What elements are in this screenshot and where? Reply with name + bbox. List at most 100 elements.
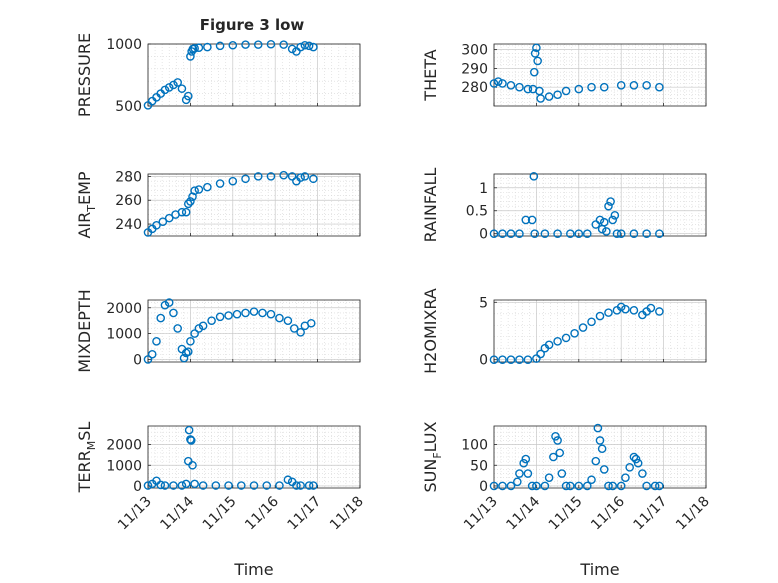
data-point	[186, 337, 195, 346]
data-point	[604, 201, 613, 211]
data-point	[183, 199, 193, 209]
data-point	[544, 340, 554, 350]
data-point	[523, 84, 533, 94]
data-point	[207, 316, 216, 325]
data-point	[506, 229, 516, 239]
data-point	[602, 227, 611, 236]
y-tick-label: 50	[470, 458, 488, 474]
data-point	[631, 454, 641, 464]
y-tick-label: 0	[479, 227, 488, 243]
data-point	[203, 182, 212, 192]
data-point	[241, 40, 250, 49]
data-point	[655, 307, 664, 316]
data-point	[262, 481, 272, 490]
y-tick-label: 280	[115, 169, 142, 185]
data-point	[650, 481, 660, 491]
axes-box	[493, 43, 707, 107]
data-point	[156, 313, 166, 323]
data-point	[143, 101, 153, 110]
data-point	[306, 318, 316, 328]
data-point	[300, 172, 310, 181]
y-tick-label: 0	[133, 479, 142, 495]
y-tick-label: 0	[479, 479, 488, 495]
data-point	[190, 186, 199, 195]
data-point	[553, 90, 562, 100]
y-tick-label: 280	[461, 80, 488, 96]
data-point	[156, 480, 166, 490]
x-tick-label: 11/17	[631, 494, 671, 534]
data-point	[655, 229, 664, 239]
y-tick-label: 100	[461, 438, 488, 454]
data-point	[309, 42, 318, 52]
data-point	[190, 44, 199, 53]
x-tick-label: 11/15	[546, 494, 586, 534]
data-point	[629, 306, 639, 315]
y-tick-label: 2000	[106, 438, 142, 454]
data-point	[296, 42, 305, 52]
data-point	[177, 481, 187, 490]
data-point	[194, 324, 204, 333]
data-point	[515, 469, 524, 478]
data-point	[283, 316, 293, 325]
data-point	[561, 86, 571, 96]
data-point	[287, 44, 297, 54]
data-point	[566, 229, 575, 239]
data-point	[532, 43, 541, 53]
data-point	[574, 481, 584, 491]
data-point	[279, 170, 288, 180]
data-point	[591, 220, 601, 229]
data-point	[561, 333, 571, 343]
data-point	[249, 307, 259, 316]
data-point	[591, 456, 601, 466]
data-point	[533, 56, 542, 66]
data-point	[536, 349, 545, 359]
data-point	[275, 313, 284, 323]
data-point	[498, 79, 507, 88]
data-point	[604, 308, 613, 317]
data-point	[544, 473, 554, 482]
data-point	[147, 349, 157, 359]
data-point	[160, 300, 170, 310]
data-point	[266, 172, 276, 181]
data-point	[309, 481, 318, 490]
data-point	[296, 481, 305, 490]
data-point	[186, 52, 195, 61]
data-point	[610, 211, 620, 220]
data-point	[606, 197, 615, 206]
data-point	[489, 79, 499, 88]
y-tick-label: 1000	[106, 458, 142, 474]
data-point	[616, 481, 626, 491]
data-point	[551, 432, 560, 441]
data-point	[638, 469, 647, 478]
data-point	[633, 458, 643, 468]
subplot-4: 0 0.5 1 RAINFALL	[421, 168, 707, 243]
data-point	[152, 220, 161, 230]
data-point	[574, 84, 584, 94]
data-point	[296, 173, 305, 182]
y-tick-label: 5	[479, 295, 488, 311]
y-tick-label: 290	[461, 61, 488, 77]
data-point	[530, 49, 540, 58]
data-point	[574, 229, 584, 239]
data-point	[152, 337, 161, 346]
data-point	[540, 481, 550, 491]
data-point	[587, 82, 596, 92]
data-point	[555, 448, 565, 458]
x-tick-label: 11/16	[588, 493, 628, 533]
data-point	[523, 355, 533, 365]
data-point	[655, 82, 664, 92]
data-point	[515, 229, 524, 239]
data-point	[529, 171, 539, 181]
data-point	[184, 425, 194, 435]
y-axis-label: PRESSURE	[75, 33, 94, 117]
data-point	[275, 481, 284, 490]
data-point	[188, 460, 197, 470]
data-point	[521, 454, 531, 464]
y-tick-label: 1000	[106, 37, 142, 53]
data-point	[224, 481, 233, 490]
data-point	[549, 452, 558, 462]
x-tick-label: 11/13	[115, 494, 155, 534]
data-point	[655, 481, 664, 491]
y-axis-label: TERRMSL	[75, 422, 98, 494]
